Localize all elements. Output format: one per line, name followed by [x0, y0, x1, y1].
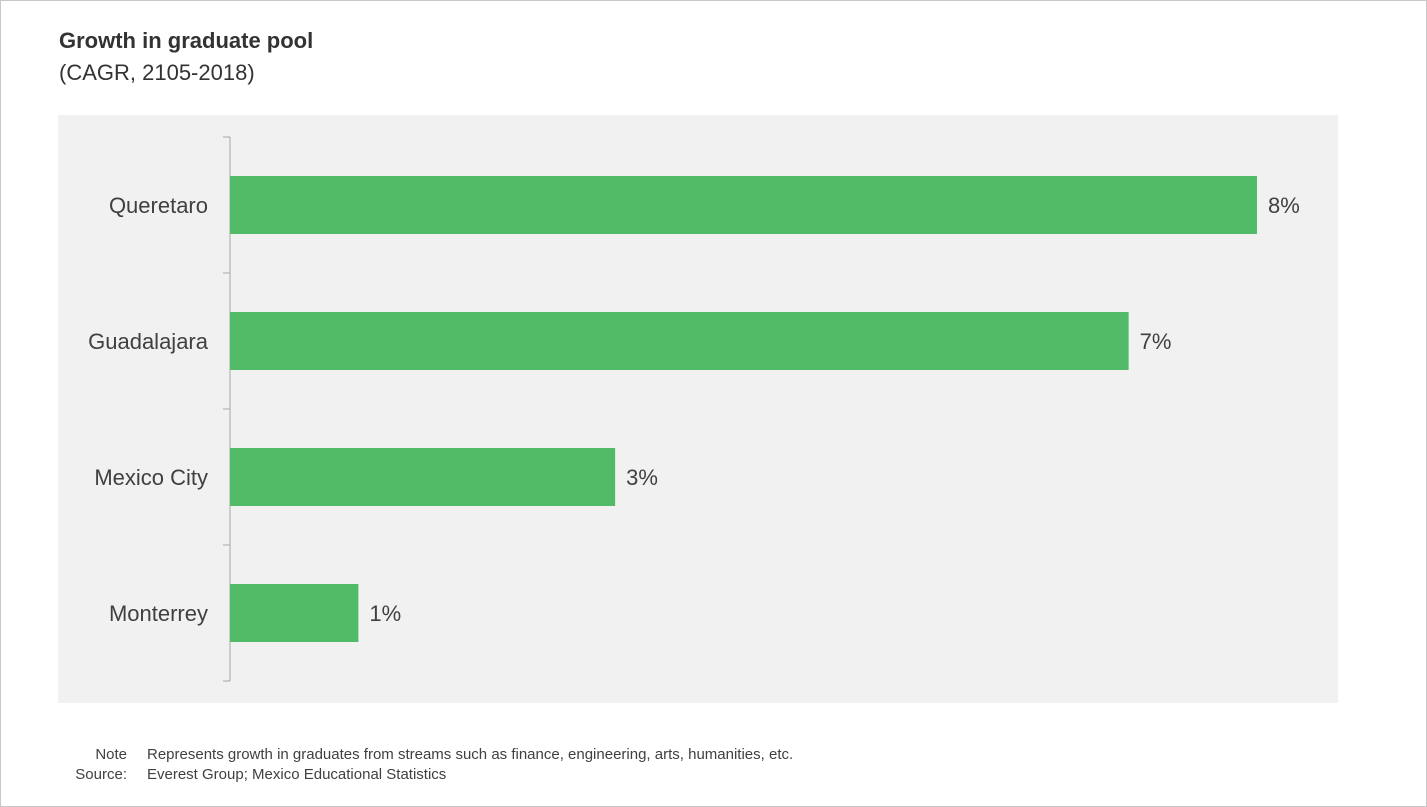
- data-label: 8%: [1268, 193, 1300, 218]
- chart-subtitle: (CAGR, 2105-2018): [59, 60, 255, 85]
- category-label: Monterrey: [109, 601, 208, 626]
- data-label: 1%: [369, 601, 401, 626]
- note-label: Note: [95, 746, 127, 763]
- data-label: 7%: [1140, 329, 1172, 354]
- bar: [230, 584, 359, 642]
- category-label: Guadalajara: [88, 329, 209, 354]
- source-text: Everest Group; Mexico Educational Statis…: [147, 766, 447, 783]
- source-label: Source:: [75, 766, 127, 783]
- category-label: Mexico City: [94, 465, 208, 490]
- bar: [230, 176, 1257, 234]
- bar: [230, 448, 616, 506]
- category-label: Queretaro: [109, 193, 208, 218]
- data-label: 3%: [626, 465, 658, 490]
- note-text: Represents growth in graduates from stre…: [147, 746, 794, 763]
- chart-title: Growth in graduate pool: [59, 28, 314, 53]
- bar: [230, 312, 1129, 370]
